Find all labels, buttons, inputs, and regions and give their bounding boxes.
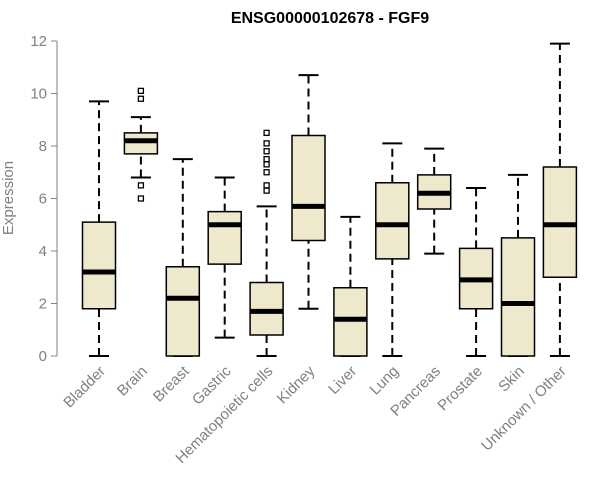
box-kidney	[291, 74, 326, 310]
box-liver	[333, 215, 368, 357]
outlier-point	[263, 187, 270, 194]
outlier-point	[263, 169, 270, 176]
box-pancreas	[416, 147, 452, 255]
outlier-point	[137, 87, 145, 95]
x-tick-label: Bladder	[60, 363, 109, 412]
box-iqr	[81, 221, 117, 310]
x-tick-label: Breast	[150, 362, 193, 405]
outlier-point	[263, 129, 270, 137]
box-breast	[165, 158, 201, 357]
outlier-point	[137, 195, 145, 202]
chart-title: ENSG00000102678 - FGF9	[231, 10, 429, 27]
y-tick-label: 0	[39, 348, 47, 365]
y-axis-title: Expression	[0, 161, 17, 235]
box-iqr	[249, 281, 284, 336]
box-iqr	[500, 237, 536, 357]
box-gastric	[207, 176, 242, 339]
box-iqr	[165, 266, 201, 357]
x-tick-label: Kidney	[274, 362, 319, 407]
box-iqr	[207, 210, 242, 265]
y-tick-label: 8	[39, 138, 47, 155]
x-tick-label: Prostate	[434, 363, 486, 415]
y-tick-label: 10	[30, 86, 47, 103]
x-tick-label: Skin	[495, 363, 528, 396]
outlier-point	[263, 155, 270, 163]
box-iqr	[333, 287, 368, 357]
box-iqr	[123, 132, 159, 155]
y-tick-label: 2	[39, 296, 47, 313]
box-skin	[500, 173, 536, 357]
box-iqr	[375, 182, 410, 260]
outlier-point	[137, 182, 145, 189]
x-tick-label: Lung	[367, 363, 403, 399]
boxes-group	[81, 42, 578, 357]
outlier-point	[263, 182, 270, 189]
box-brain	[123, 87, 159, 202]
y-tick-label: 12	[30, 33, 47, 50]
box-lung	[375, 142, 410, 357]
box-hematopoietic-cells	[249, 129, 284, 357]
box-unknown-other	[542, 42, 578, 357]
box-prostate	[458, 187, 494, 357]
outlier-point	[263, 140, 270, 147]
box-iqr	[291, 134, 326, 242]
x-tick-label: Brain	[114, 363, 151, 400]
x-tick-label: Liver	[325, 363, 360, 398]
y-axis: 0 2 4 6 8 10 12	[30, 33, 58, 365]
outlier-point	[137, 95, 145, 102]
box-bladder	[81, 100, 117, 357]
y-tick-label: 6	[39, 191, 47, 208]
outlier-point	[263, 161, 270, 168]
box-iqr	[542, 166, 578, 278]
y-tick-label: 4	[39, 243, 47, 260]
outlier-point	[263, 148, 270, 155]
